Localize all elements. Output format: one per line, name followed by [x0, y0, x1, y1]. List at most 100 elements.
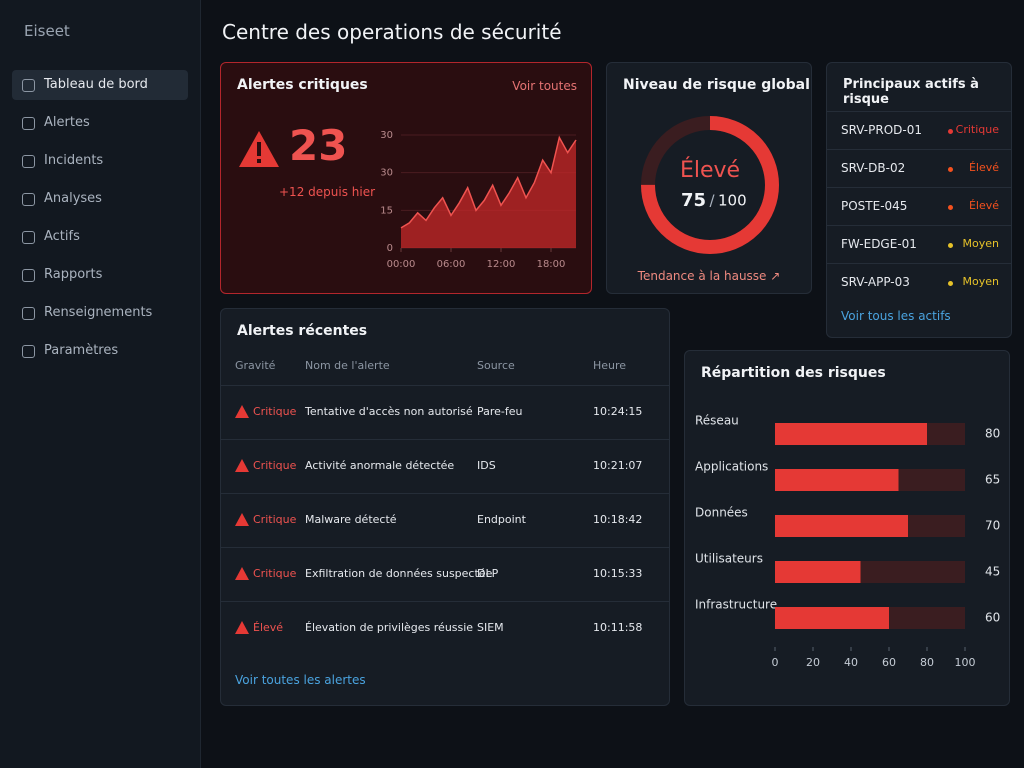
menu-item[interactable]: Actifs [12, 222, 188, 252]
bar [775, 423, 927, 445]
x-tick-label: 60 [882, 656, 896, 669]
link[interactable]: Voir tous les actifs [841, 309, 951, 323]
alert-source: Pare-feu [477, 405, 523, 418]
severity-icon [235, 405, 249, 418]
severity-icon [235, 621, 249, 634]
menu-icon [22, 269, 35, 282]
bar-value: 65 [985, 473, 1000, 487]
asset-row: POSTE-045 Élevé [827, 187, 1011, 226]
asset-name: FW-EDGE-01 [841, 237, 917, 251]
severity-triangle [235, 459, 249, 472]
menu-icon [22, 155, 35, 168]
gauge-max: 100 [718, 192, 747, 210]
page-title: Centre des operations de sécurité [222, 20, 562, 44]
warning-icon [239, 131, 279, 167]
alert-source: IDS [477, 459, 496, 472]
link[interactable]: Voir toutes les alertes [235, 673, 366, 687]
alert-name: Tentative d'accès non autorisé [305, 405, 473, 418]
gauge-label: Élevé [680, 157, 740, 183]
menu-icon [22, 345, 35, 358]
asset-row: SRV-APP-03 Moyen [827, 263, 1011, 302]
severity-triangle [235, 567, 249, 580]
card-title: Niveau de risque global [623, 77, 810, 93]
bar-value: 45 [985, 565, 1000, 579]
y-tick-label: 30 [380, 130, 393, 141]
x-tick-label: 100 [955, 656, 976, 669]
asset-level: Moyen [962, 275, 999, 288]
line [400, 135, 577, 229]
alert-row: Critique Activité anormale détectée IDS 10:… [221, 439, 669, 494]
x-tick-label: 12:00 [487, 259, 516, 270]
menu-icon [22, 79, 35, 92]
recent-alerts-card: Alertes récentes Gravité Nom de l'alerte So… [220, 308, 670, 706]
column-header: Gravité [235, 359, 276, 372]
x-tick-label: 0 [772, 656, 779, 669]
assets-card: Principaux actifs à risque SRV-PROD-01 Cri… [826, 62, 1012, 338]
bar-category: Données [695, 506, 748, 520]
menu-label: Paramètres [44, 343, 119, 358]
warning-dot [257, 159, 261, 163]
y-tick-label: 30 [380, 168, 393, 179]
menu-icon [22, 117, 35, 130]
bar [775, 469, 899, 491]
x-tick-label: 06:00 [437, 259, 466, 270]
menu-item[interactable]: Rapports [12, 260, 188, 290]
asset-level: Élevé [968, 161, 999, 174]
x-tick-label: 20 [806, 656, 820, 669]
card-title: Alertes critiques [237, 77, 368, 93]
menu-label: Alertes [44, 115, 90, 130]
alert-row: Critique Exfiltration de données suspecté… [221, 547, 669, 602]
asset-dot [948, 243, 953, 248]
x-tick-label: 00:00 [387, 259, 416, 270]
asset-dot [948, 205, 953, 210]
severity-icon [235, 459, 249, 472]
chart-svg: Élevé 75/100 [641, 116, 779, 254]
bar-value: 60 [985, 611, 1000, 625]
column-header: Heure [593, 359, 627, 372]
alert-name: Exfiltration de données suspectée [305, 567, 493, 580]
menu-item[interactable]: Tableau de bord [12, 70, 188, 100]
link[interactable]: Voir toutes [512, 79, 577, 93]
gauge-arc [641, 116, 779, 254]
asset-dot [948, 281, 953, 286]
menu-item[interactable]: Incidents [12, 146, 188, 176]
menu-item[interactable]: Analyses [12, 184, 188, 214]
asset-name: SRV-APP-03 [841, 275, 910, 289]
menu-item[interactable]: Paramètres [12, 336, 188, 366]
critical-count: 23 [289, 121, 348, 170]
bar-value: 70 [985, 519, 1000, 533]
menu-label: Tableau de bord [44, 77, 148, 92]
brand: Eiseet [24, 22, 70, 40]
menu-item[interactable]: Alertes [12, 108, 188, 138]
menu-label: Renseignements [44, 305, 153, 320]
alert-severity: Élevé [253, 621, 284, 634]
severity-triangle [235, 513, 249, 526]
alert-severity: Critique [253, 513, 297, 526]
severity-triangle [235, 405, 249, 418]
alert-time: 10:24:15 [593, 405, 643, 418]
column-header: Source [477, 359, 515, 372]
bar-category: Réseau [695, 414, 739, 428]
alert-row: Critique Malware détecté Endpoint 10:18:42 [221, 493, 669, 548]
x-tick-label: 18:00 [537, 259, 566, 270]
alert-row: Élevé Élevation de privilèges réussie SIEM… [221, 601, 669, 656]
asset-level: Moyen [962, 237, 999, 250]
distribution-card: Répartition des risques Réseau 80 Applicati… [684, 350, 1010, 706]
alert-name: Activité anormale détectée [305, 459, 455, 472]
alert-source: SIEM [477, 621, 504, 634]
menu-item[interactable]: Renseignements [12, 298, 188, 328]
alert-name: Élevation de privilèges réussie [305, 621, 474, 634]
sidebar: Eiseet Tableau de bord Alertes Incidents Ana… [0, 0, 201, 768]
asset-row: SRV-PROD-01 Critique [827, 111, 1011, 150]
chart-svg: Réseau 80 Applications 65 Données 70 Utilisate… [695, 414, 1000, 670]
bar-category: Applications [695, 460, 768, 474]
card-title: Principaux actifs à risque [843, 77, 979, 107]
trend: Tendance à la hausse ↗ [637, 269, 781, 283]
critical-change: +12 depuis hier [279, 185, 376, 199]
severity-triangle [235, 621, 249, 634]
asset-row: FW-EDGE-01 Moyen [827, 225, 1011, 264]
asset-name: POSTE-045 [841, 199, 908, 213]
